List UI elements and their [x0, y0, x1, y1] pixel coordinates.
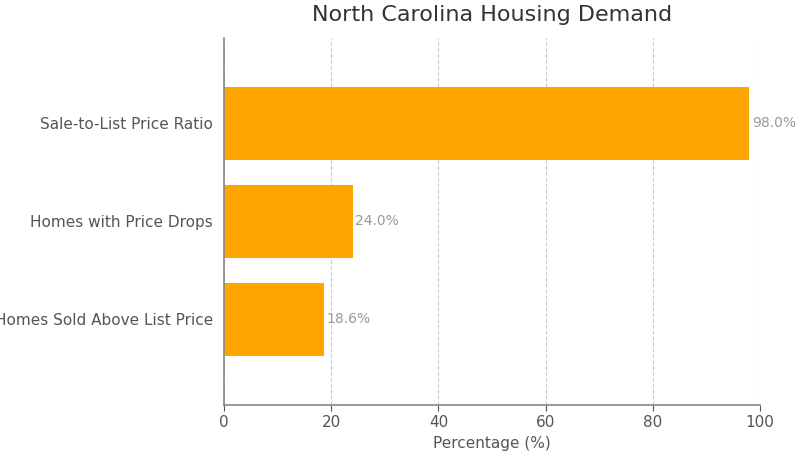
- Text: 98.0%: 98.0%: [752, 116, 796, 130]
- Bar: [224, 185, 353, 258]
- Text: 24.0%: 24.0%: [355, 214, 399, 228]
- X-axis label: Percentage (%): Percentage (%): [433, 436, 551, 451]
- Text: 18.6%: 18.6%: [326, 312, 370, 327]
- Bar: [224, 283, 324, 356]
- Title: North Carolina Housing Demand: North Carolina Housing Demand: [312, 5, 672, 25]
- Bar: [224, 87, 750, 160]
